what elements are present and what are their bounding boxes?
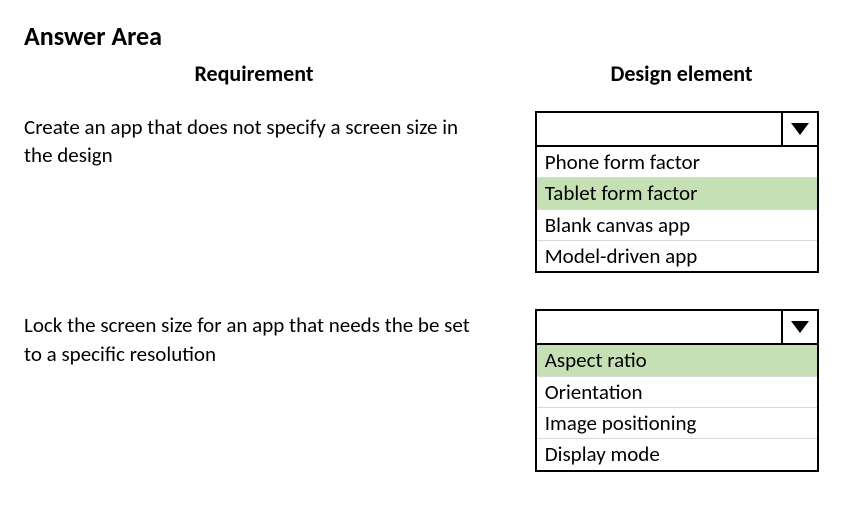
dropdown-selected-value — [537, 311, 781, 343]
design-element-header: Design element — [544, 60, 819, 87]
column-headers: Requirement Design element — [24, 60, 819, 87]
dropdown-option[interactable]: Image positioning — [537, 408, 817, 439]
answer-row: Create an app that does not specify a sc… — [24, 111, 819, 273]
dropdown-container: Phone form factor Tablet form factor Bla… — [535, 111, 819, 273]
dropdown-select[interactable] — [535, 111, 819, 147]
dropdown-option[interactable]: Phone form factor — [537, 147, 817, 178]
answer-row: Lock the screen size for an app that nee… — [24, 309, 819, 471]
dropdown-option[interactable]: Display mode — [537, 439, 817, 469]
dropdown-select[interactable] — [535, 309, 819, 345]
dropdown-option[interactable]: Blank canvas app — [537, 210, 817, 241]
dropdown-option[interactable]: Aspect ratio — [537, 345, 817, 376]
dropdown-option[interactable]: Model-driven app — [537, 241, 817, 271]
requirement-text: Create an app that does not specify a sc… — [24, 111, 535, 170]
dropdown-options-list: Phone form factor Tablet form factor Bla… — [535, 147, 819, 273]
dropdown-option[interactable]: Orientation — [537, 377, 817, 408]
dropdown-option[interactable]: Tablet form factor — [537, 178, 817, 209]
requirement-header: Requirement — [24, 60, 544, 87]
chevron-down-icon[interactable] — [781, 311, 817, 343]
dropdown-container: Aspect ratio Orientation Image positioni… — [535, 309, 819, 471]
dropdown-selected-value — [537, 113, 781, 145]
dropdown-options-list: Aspect ratio Orientation Image positioni… — [535, 345, 819, 471]
requirement-text: Lock the screen size for an app that nee… — [24, 309, 535, 368]
chevron-down-icon[interactable] — [781, 113, 817, 145]
page-title: Answer Area — [24, 20, 819, 52]
